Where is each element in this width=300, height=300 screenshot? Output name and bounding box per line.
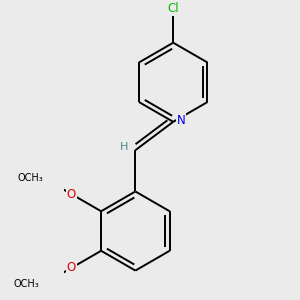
Text: O: O	[67, 262, 76, 275]
Text: H: H	[120, 142, 128, 152]
Text: OCH₃: OCH₃	[14, 279, 40, 289]
Text: Cl: Cl	[167, 2, 179, 15]
Text: O: O	[67, 188, 76, 200]
Text: OCH₃: OCH₃	[17, 173, 43, 183]
Text: N: N	[177, 114, 185, 127]
